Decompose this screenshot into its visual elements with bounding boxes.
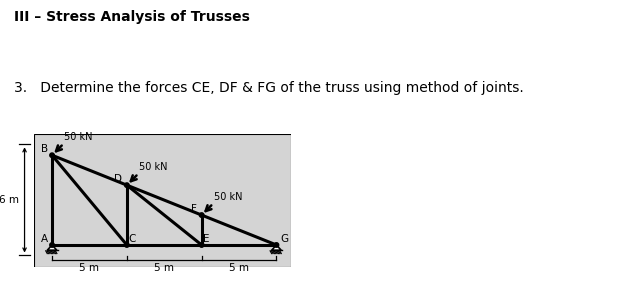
Text: 50 kN: 50 kN — [140, 162, 168, 172]
FancyBboxPatch shape — [34, 134, 291, 267]
Circle shape — [125, 183, 129, 187]
Text: F: F — [192, 204, 197, 214]
Polygon shape — [47, 245, 57, 250]
Circle shape — [50, 153, 55, 158]
Polygon shape — [272, 245, 281, 250]
Circle shape — [200, 243, 204, 247]
Text: III – Stress Analysis of Trusses: III – Stress Analysis of Trusses — [14, 10, 249, 24]
Circle shape — [125, 243, 129, 247]
Text: 6 m: 6 m — [0, 195, 19, 205]
Text: 5 m: 5 m — [154, 263, 174, 273]
Text: B: B — [41, 144, 48, 155]
Text: C: C — [128, 234, 136, 244]
Text: E: E — [203, 234, 210, 244]
Text: 5 m: 5 m — [79, 263, 99, 273]
Circle shape — [200, 213, 204, 217]
Text: 50 kN: 50 kN — [64, 132, 93, 142]
Text: A: A — [40, 234, 48, 244]
Circle shape — [274, 243, 278, 247]
Text: 50 kN: 50 kN — [214, 192, 242, 202]
Text: 3.   Determine the forces CE, DF & FG of the truss using method of joints.: 3. Determine the forces CE, DF & FG of t… — [14, 81, 523, 95]
Text: 5 m: 5 m — [229, 263, 249, 273]
Text: D: D — [114, 174, 122, 184]
Circle shape — [50, 243, 55, 247]
Text: G: G — [280, 234, 288, 244]
